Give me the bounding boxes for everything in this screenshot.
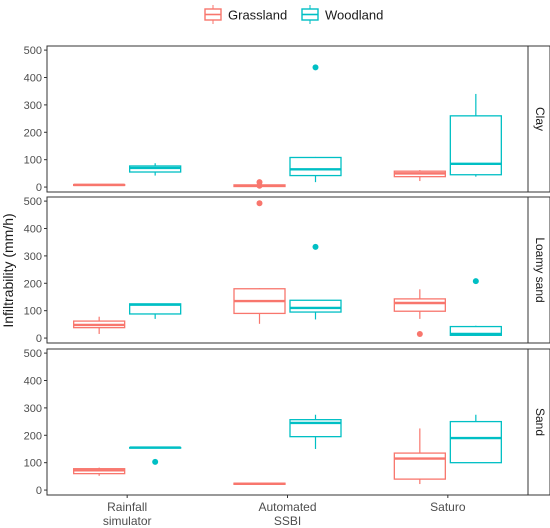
y-tick-label: 100 — [24, 458, 42, 470]
panel-strip — [527, 348, 550, 496]
panel-strip — [527, 196, 550, 344]
y-tick-label: 200 — [24, 127, 42, 139]
box-body — [289, 299, 342, 313]
box-automated-ssbi-grassland — [233, 482, 286, 485]
y-tick-label: 300 — [24, 100, 42, 112]
legend-label-grassland: Grassland — [228, 8, 287, 23]
y-tick-label: 200 — [24, 278, 42, 290]
strip-label-clay: Clay — [533, 107, 547, 131]
x-tick-label-automated-ssbi: Automated SSBI — [258, 500, 316, 528]
outlier-point — [416, 330, 423, 337]
panel-frame — [46, 196, 529, 344]
box-body — [449, 325, 502, 336]
panel-sand: Sand 0 100 200 300 400 500 Rainfall simulator Aut… — [24, 348, 550, 528]
y-tick-label: 0 — [36, 333, 42, 345]
y-tick-label: 400 — [24, 376, 42, 388]
box-rainfall-simulator-grassland — [73, 183, 126, 187]
box-saturo-woodland — [449, 414, 502, 464]
outlier-point — [256, 179, 263, 186]
y-tick-label: 500 — [24, 196, 42, 208]
box-rainfall-simulator-woodland — [129, 446, 182, 465]
y-tick-label: 400 — [24, 224, 42, 236]
panel-clay: Clay 0 100 200 300 400 500 — [24, 45, 550, 194]
box-saturo-grassland — [393, 289, 446, 337]
legend: Grassland Woodland — [204, 5, 383, 24]
box-automated-ssbi-grassland — [233, 200, 286, 324]
box-body — [449, 115, 502, 176]
box-saturo-woodland — [449, 93, 502, 177]
panel-loamy-sand: Loamy sand 0 100 200 300 400 500 — [24, 196, 550, 345]
panel-frame — [46, 348, 529, 496]
box-rainfall-simulator-woodland — [129, 303, 182, 319]
box-rainfall-simulator-grassland — [73, 316, 126, 334]
y-tick-label: 500 — [24, 45, 42, 57]
legend-label-woodland: Woodland — [325, 8, 383, 23]
box-body — [289, 156, 342, 177]
box-body — [393, 298, 446, 312]
panel-strip — [527, 45, 550, 193]
outlier-point — [152, 458, 159, 465]
y-tick-label: 500 — [24, 348, 42, 360]
box-saturo-grassland — [393, 428, 446, 485]
outlier-point — [312, 243, 319, 250]
y-tick-label: 300 — [24, 251, 42, 263]
strip-label-sand: Sand — [533, 408, 547, 436]
box-rainfall-simulator-woodland — [129, 163, 182, 176]
legend-key-grassland — [204, 5, 222, 24]
y-axis-title: Infiltrability (mm/h) — [0, 213, 16, 327]
box-automated-ssbi-grassland — [233, 179, 286, 189]
strip-label-loamy-sand: Loamy sand — [533, 237, 547, 302]
box-saturo-woodland — [449, 278, 502, 336]
x-tick-label-rainfall-simulator: Rainfall simulator — [103, 500, 152, 528]
legend-key-woodland — [301, 5, 319, 24]
box-saturo-grassland — [393, 170, 446, 182]
y-tick-label: 100 — [24, 155, 42, 167]
y-tick-label: 300 — [24, 403, 42, 415]
outlier-point — [472, 278, 479, 285]
box-rainfall-simulator-grassland — [73, 467, 126, 476]
y-tick-label: 0 — [36, 182, 42, 194]
panel-frame — [46, 45, 529, 193]
y-tick-label: 200 — [24, 430, 42, 442]
outlier-point — [312, 64, 319, 71]
box-automated-ssbi-woodland — [289, 243, 342, 320]
box-body — [393, 452, 446, 480]
y-tick-label: 0 — [36, 485, 42, 497]
box-body — [449, 420, 502, 464]
y-tick-label: 400 — [24, 73, 42, 85]
outlier-point — [256, 200, 263, 207]
box-automated-ssbi-woodland — [289, 64, 342, 183]
box-automated-ssbi-woodland — [289, 414, 342, 449]
x-tick-label-saturo: Saturo — [430, 500, 466, 514]
y-tick-label: 100 — [24, 306, 42, 318]
